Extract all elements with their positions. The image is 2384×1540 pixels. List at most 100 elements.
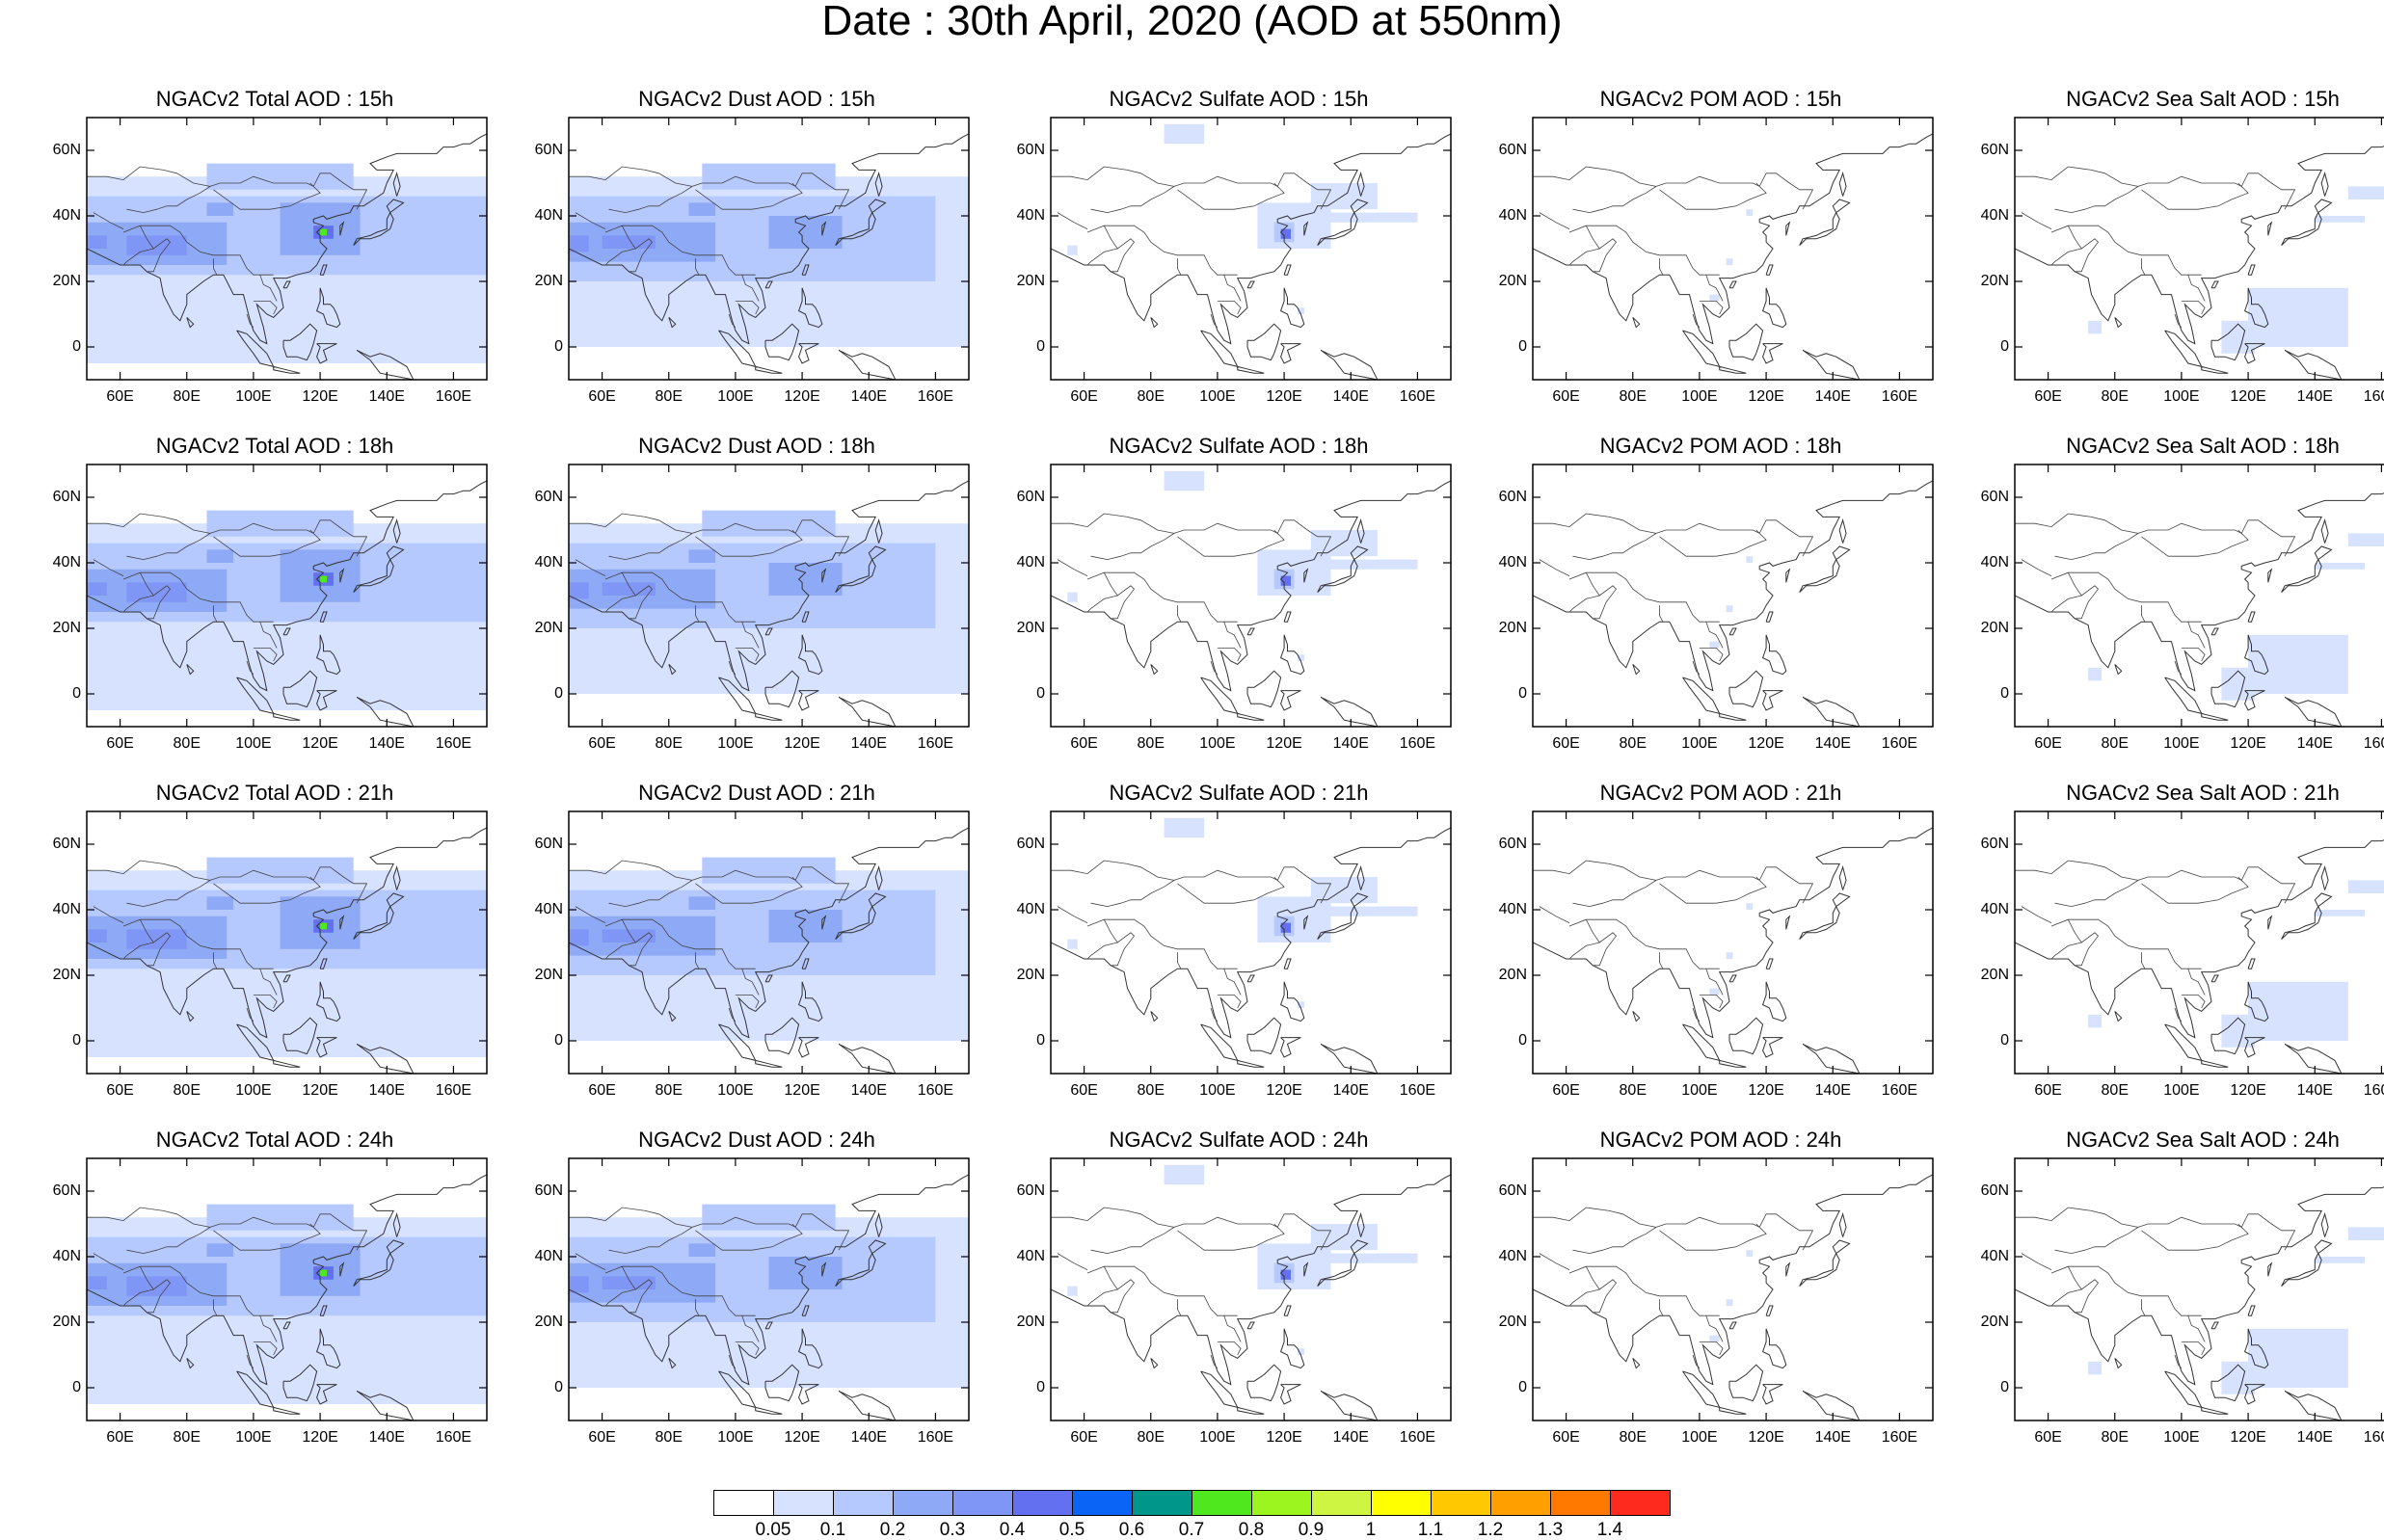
country-border [1210,313,1219,328]
aod-field-patch [206,163,354,190]
coastline [1200,677,1239,715]
country-border [2075,585,2100,620]
country-border [1658,952,1664,969]
coastline [1719,365,1747,374]
country-border [2050,1266,2082,1307]
aod-field-patch [1324,906,1418,916]
aod-field-patch [702,510,836,537]
coastline [2320,172,2329,197]
coastline [1320,349,1379,380]
lon-tick-label: 80E [1619,388,1647,405]
lon-tick-label: 80E [2101,1082,2129,1099]
country-border [2140,1299,2146,1316]
aod-field-patch [1324,559,1418,570]
map-panel: NGACv2 Total AOD : 21h 60N 40N 20N 0 60E 80E 10… [48,781,501,1118]
map-frame [1532,1157,1934,1421]
map-frame [86,117,488,381]
coastline [282,280,291,289]
panel-title: NGACv2 Dust AOD : 21h [638,781,875,805]
lon-tick-label: 120E [1748,388,1784,405]
panel-title: NGACv2 Sulfate AOD : 21h [1109,781,1369,805]
country-border [126,1213,368,1255]
coastline [1246,280,1255,289]
country-border [629,585,654,620]
coastline [2164,330,2203,368]
coastline [2284,1043,2343,1074]
coastline [273,1059,301,1068]
coastline [1283,611,1292,623]
map-panel: NGACv2 Sulfate AOD : 24h 60N 40N 20N 0 60E 80E… [1012,1128,1465,1465]
coastline [668,317,677,329]
country-border [569,1207,693,1228]
lon-tick-label: 100E [717,1429,754,1446]
coastline [764,1364,800,1402]
lon-tick-label: 140E [850,735,887,752]
lat-tick-label: 0 [2000,338,2009,355]
country-border [1593,932,1618,967]
coastline [1719,1406,1747,1415]
country-border [604,225,756,276]
panel-title: NGACv2 Sulfate AOD : 18h [1109,434,1369,458]
page-title: Date : 30th April, 2020 (AOD at 550nm) [821,0,1563,44]
map-frame [86,810,488,1075]
coastline [2015,1186,2384,1386]
lon-tick-label: 100E [235,1082,272,1099]
colorbar-swatch [1072,1490,1133,1516]
coastline [1356,518,1365,544]
country-border [2050,226,2082,266]
coastline [2243,634,2269,676]
coastline [755,1059,783,1068]
lon-tick-label: 80E [1619,735,1647,752]
country-border [1568,1265,1720,1316]
aod-field-patch [768,1257,843,1289]
coastline [1632,1358,1641,1369]
lat-tick-label: 40N [1498,1248,1527,1264]
map-plot [2014,464,2384,728]
country-border [1699,300,1724,315]
coastline [2247,1305,2256,1316]
lon-tick-label: 100E [1199,1082,1236,1099]
coastline [797,287,823,329]
colorbar-label: 0.3 [939,1520,966,1540]
aod-field-patch [1164,470,1205,491]
lon-tick-label: 160E [435,1082,472,1099]
coastline [1150,664,1159,676]
lat-tick-label: 20N [534,1314,563,1330]
lon-tick-label: 100E [1199,388,1236,405]
country-border [259,969,278,996]
colorbar-label: 1 [1365,1520,1377,1540]
coastline [339,915,345,930]
country-border [246,313,254,328]
lon-tick-label: 80E [173,388,201,405]
lon-tick-label: 140E [2296,388,2333,405]
aod-field-patch [1067,592,1078,602]
country-border [2015,166,2139,187]
panel-title: NGACv2 Total AOD : 24h [155,1128,394,1152]
country-border [1057,559,1088,576]
country-border [1217,647,1242,662]
country-border [1568,918,1720,969]
country-border [87,1207,211,1228]
country-border [259,275,278,302]
aod-field-patch [1310,183,1378,210]
coastline [282,627,291,636]
coastline [273,1406,301,1415]
lon-tick-label: 60E [106,1082,134,1099]
aod-field-patch [768,910,843,943]
lon-tick-label: 100E [2163,1429,2200,1446]
country-border [2015,860,2139,881]
coastline [2164,1370,2203,1409]
coastline [1303,221,1309,236]
country-border [212,258,218,276]
coastline [764,1017,800,1055]
coastline [282,974,291,983]
aod-field-patch [126,929,187,949]
country-border [212,952,218,969]
panel-title: NGACv2 Total AOD : 18h [155,434,394,458]
coastline [1728,670,1764,708]
country-border [2054,866,2296,908]
coastline [316,690,337,711]
lon-tick-label: 80E [173,1082,201,1099]
country-border [147,932,172,967]
coastline [1802,696,1861,727]
